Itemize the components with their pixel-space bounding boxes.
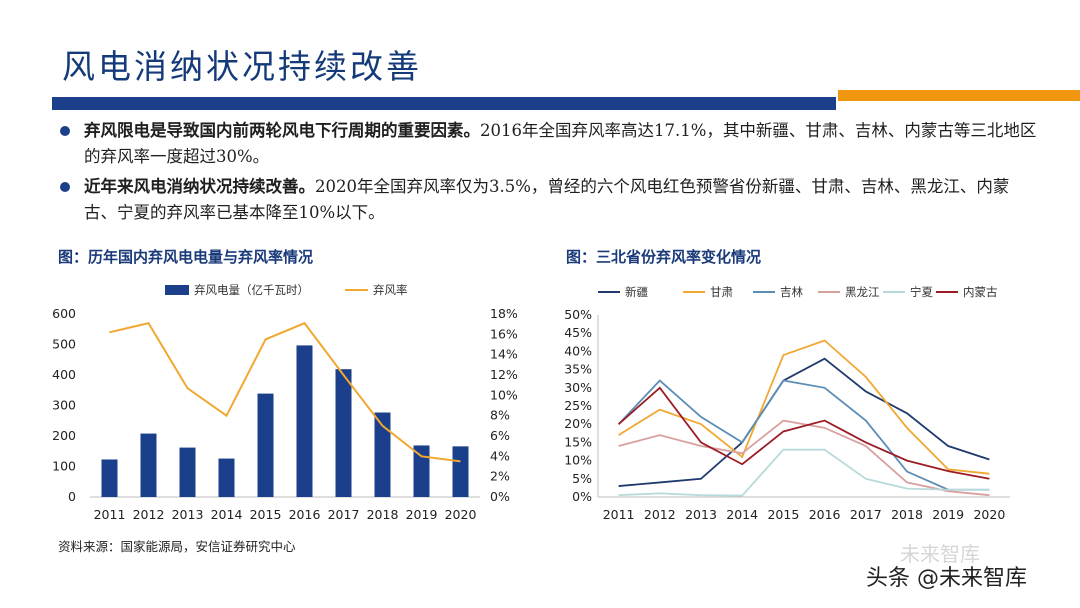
y2-tick-label: 6% — [490, 428, 510, 443]
y-tick-label: 600 — [52, 306, 76, 321]
bar-2011 — [101, 459, 118, 497]
bar-2019 — [413, 445, 430, 497]
x-tick-label: 2014 — [726, 507, 758, 522]
title-underline-orange — [838, 90, 1080, 101]
legend-label-line: 弃风率 — [373, 283, 408, 297]
y2-tick-label: 2% — [490, 469, 510, 484]
bullet-text: 2016年全国弃风率高达17.1%，其中新疆、甘肃、吉林、内蒙古等三北地区的弃风… — [84, 121, 1037, 166]
x-tick-label: 2015 — [250, 507, 282, 522]
x-tick-label: 2019 — [932, 507, 964, 522]
x-tick-label: 2019 — [406, 507, 438, 522]
y-tick-label: 50% — [564, 307, 592, 322]
bullet-heading: 近年来风电消纳状况持续改善。 — [84, 177, 315, 196]
y-tick-label: 45% — [564, 325, 592, 340]
y-tick-label: 35% — [564, 362, 592, 377]
y2-tick-label: 14% — [490, 347, 518, 362]
x-tick-label: 2013 — [172, 507, 204, 522]
series-line-内蒙古 — [618, 386, 990, 480]
x-tick-label: 2013 — [685, 507, 717, 522]
y2-tick-label: 10% — [490, 387, 518, 402]
y2-tick-label: 12% — [490, 367, 518, 382]
x-tick-label: 2016 — [289, 507, 321, 522]
y-tick-label: 400 — [52, 367, 76, 382]
bar-2013 — [179, 447, 196, 497]
y-tick-label: 5% — [572, 471, 592, 486]
x-tick-label: 2016 — [809, 507, 841, 522]
y-tick-label: 20% — [564, 416, 592, 431]
y-tick-label: 15% — [564, 434, 592, 449]
y-tick-label: 300 — [52, 398, 76, 413]
x-tick-label: 2011 — [603, 507, 635, 522]
bullet-list: 弃风限电是导致国内前两轮风电下行周期的重要因素。2016年全国弃风率高达17.1… — [60, 118, 1040, 230]
bar-2015 — [257, 393, 274, 497]
legend-label: 吉林 — [780, 285, 803, 299]
series-line-弃风率 — [109, 321, 461, 463]
x-tick-label: 2020 — [445, 507, 477, 522]
bullet-text: 2020年全国弃风率仅为3.5%，曾经的六个风电红色预警省份新疆、甘肃、吉林、黑… — [84, 177, 1010, 222]
y2-tick-label: 18% — [490, 306, 518, 321]
chart2-title: 图：三北省份弃风率变化情况 — [566, 248, 762, 266]
title-underline-blue — [52, 97, 836, 110]
bar-2016 — [296, 345, 313, 497]
x-tick-label: 2011 — [94, 507, 126, 522]
wind-curtailment-combo-chart: 弃风电量（亿千瓦时） 弃风率 0 100 200 300 400 500 600 0% 2% 4% 6%… — [52, 283, 518, 522]
bullet-dot-icon — [60, 182, 70, 192]
legend-swatch-bar — [165, 285, 189, 295]
bar-2020 — [452, 446, 469, 497]
x-tick-label: 2014 — [211, 507, 243, 522]
y-tick-label: 200 — [52, 428, 76, 443]
x-tick-label: 2012 — [133, 507, 165, 522]
bullet-item: 弃风限电是导致国内前两轮风电下行周期的重要因素。2016年全国弃风率高达17.1… — [60, 118, 1040, 170]
x-tick-label: 2018 — [367, 507, 399, 522]
bar-2017 — [335, 369, 352, 497]
watermark: 头条 @未来智库 — [866, 566, 1027, 591]
y-tick-label: 25% — [564, 398, 592, 413]
bar-2012 — [140, 433, 157, 497]
series-line-宁夏 — [618, 448, 990, 497]
legend-label: 黑龙江 — [845, 285, 880, 299]
y-tick-label: 40% — [564, 343, 592, 358]
legend-label: 甘肃 — [710, 285, 733, 299]
legend-label: 内蒙古 — [963, 285, 998, 299]
x-tick-label: 2020 — [973, 507, 1005, 522]
x-tick-label: 2012 — [644, 507, 676, 522]
bar-2018 — [374, 412, 391, 497]
legend-label: 宁夏 — [910, 285, 933, 299]
x-tick-label: 2017 — [328, 507, 360, 522]
y2-tick-label: 8% — [490, 408, 510, 423]
page-title: 风电消纳状况持续改善 — [62, 47, 422, 86]
series-line-甘肃 — [618, 339, 990, 475]
x-tick-label: 2017 — [850, 507, 882, 522]
bullet-dot-icon — [60, 126, 70, 136]
y-tick-label: 30% — [564, 380, 592, 395]
y-tick-label: 0 — [68, 489, 76, 504]
provincial-curtailment-line-chart: 新疆 甘肃 吉林 黑龙江 宁夏 内蒙古 0% 5% 10% 15% 20% 25% 30% 35% 40% 4… — [564, 285, 1010, 522]
x-tick-label: 2015 — [767, 507, 799, 522]
y2-tick-label: 16% — [490, 326, 518, 341]
legend-label: 新疆 — [625, 285, 648, 299]
chart1-title: 图：历年国内弃风电电量与弃风率情况 — [58, 248, 314, 266]
bar-2014 — [218, 458, 235, 497]
bullet-item: 近年来风电消纳状况持续改善。2020年全国弃风率仅为3.5%，曾经的六个风电红色… — [60, 174, 1040, 226]
faint-watermark: 未来智库 — [900, 542, 980, 566]
series-line-新疆 — [618, 357, 990, 487]
source-note: 资料来源：国家能源局，安信证券研究中心 — [58, 539, 296, 554]
x-tick-label: 2018 — [891, 507, 923, 522]
series-line-黑龙江 — [618, 419, 990, 497]
y-tick-label: 10% — [564, 453, 592, 468]
y-tick-label: 100 — [52, 459, 76, 474]
legend-label-bar: 弃风电量（亿千瓦时） — [194, 283, 309, 297]
series-line-吉林 — [617, 379, 990, 491]
y2-tick-label: 0% — [490, 489, 510, 504]
y2-tick-label: 4% — [490, 448, 510, 463]
bullet-heading: 弃风限电是导致国内前两轮风电下行周期的重要因素。 — [84, 121, 480, 140]
y-tick-label: 500 — [52, 337, 76, 352]
y-tick-label: 0% — [572, 489, 592, 504]
